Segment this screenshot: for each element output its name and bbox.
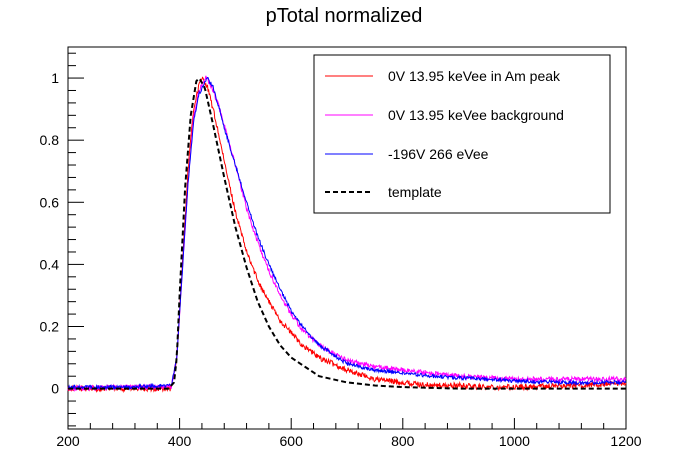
legend: 0V 13.95 keVee in Am peak 0V 13.95 keVee …: [313, 54, 611, 214]
y-tick-label: 1: [51, 70, 59, 86]
series-line-0: [67, 76, 627, 394]
y-tick-label: 0.6: [40, 194, 60, 210]
series-layer: [67, 75, 627, 394]
series-line-3: [68, 77, 626, 390]
legend-box: [313, 54, 611, 214]
series-line-2: [67, 77, 627, 391]
x-tick-label: 200: [56, 433, 80, 449]
x-tick-label: 1000: [499, 433, 530, 449]
x-tick-label: 600: [280, 433, 304, 449]
x-tick-label: 1200: [610, 433, 641, 449]
x-tick-label: 800: [391, 433, 415, 449]
legend-label-2: -196V 266 eVee: [388, 146, 489, 162]
legend-label-0: 0V 13.95 keVee in Am peak: [388, 68, 561, 84]
chart-title: pTotal normalized: [266, 5, 423, 27]
y-tick-label: 0.4: [40, 256, 60, 272]
x-tick-label: 400: [168, 433, 192, 449]
legend-label-3: template: [388, 184, 442, 200]
y-tick-label: 0.8: [40, 132, 60, 148]
y-tick-label: 0.2: [40, 319, 60, 335]
axes-layer: 200 400 600 800 1000 1200 0 0.2 0.4 0.6 0.8 1: [40, 52, 642, 449]
legend-label-1: 0V 13.95 keVee background: [388, 107, 564, 123]
y-tick-label: 0: [51, 381, 59, 397]
plot-frame: [67, 46, 627, 430]
